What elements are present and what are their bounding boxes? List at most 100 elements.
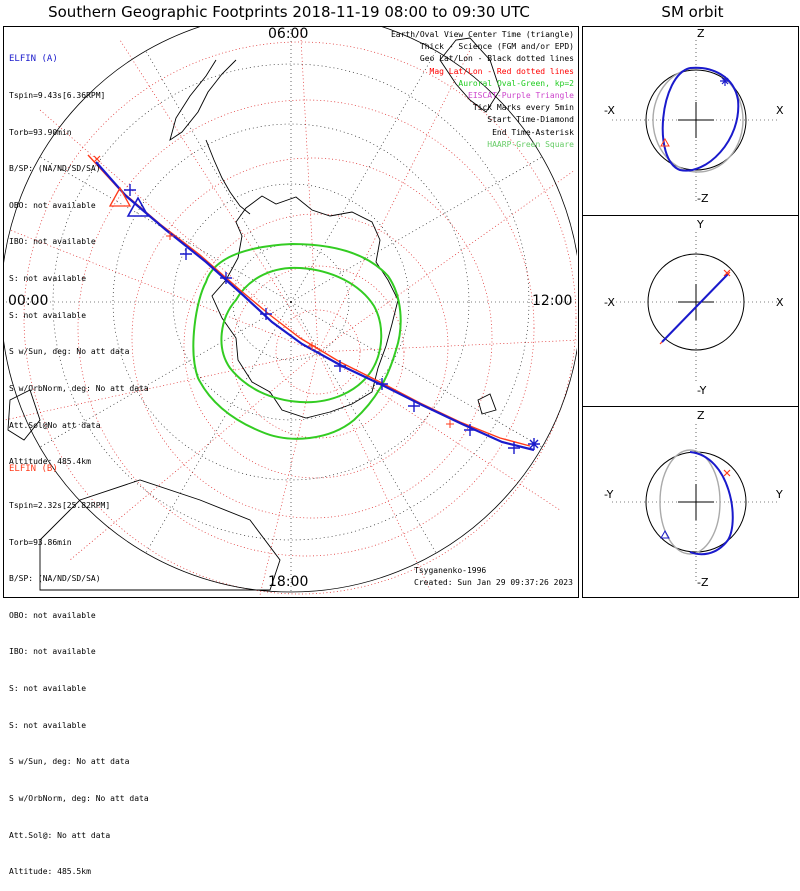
elfin-a-line: S w/OrbNorm, deg: No att data bbox=[9, 383, 149, 393]
elfin-b-line: Torb=93.86min bbox=[9, 537, 72, 547]
orbit-frame-2 bbox=[582, 215, 799, 407]
geo-meridian bbox=[145, 301, 292, 554]
antarctica-coast bbox=[211, 195, 399, 419]
tick-mark bbox=[180, 248, 192, 260]
orbit-start-triangle bbox=[660, 137, 670, 147]
elfin-b-line: OBO: not available bbox=[9, 610, 96, 620]
panel3-right: Y bbox=[776, 488, 783, 501]
tick-mark bbox=[308, 342, 316, 350]
mag-lat-circle bbox=[23, 41, 577, 595]
geo-lat-circle bbox=[172, 183, 410, 421]
panel3-bottom: -Z bbox=[697, 576, 709, 589]
geo-grid bbox=[4, 27, 577, 592]
orbit-frame-1 bbox=[582, 26, 799, 216]
horizon-circle bbox=[4, 27, 577, 593]
tick-mark bbox=[408, 400, 420, 412]
elfin-a-track bbox=[95, 161, 535, 452]
tick-mark bbox=[376, 378, 388, 390]
elfin-b-center-triangle bbox=[108, 186, 132, 207]
label-12: 12:00 bbox=[532, 293, 573, 309]
tick-mark bbox=[220, 272, 232, 284]
elfin-a-line: B/SP: (NA/ND/SD/SA) bbox=[9, 164, 101, 174]
elfin-a-line: IBO: not available bbox=[9, 237, 96, 247]
auroral-oval-inner bbox=[220, 266, 383, 404]
tick-mark bbox=[334, 360, 346, 372]
legend-item: Geo Lat/Lon - Black dotted lines bbox=[419, 54, 574, 64]
mag-meridian bbox=[69, 351, 319, 561]
panel1-left: -X bbox=[604, 104, 615, 117]
mag-lat-circle bbox=[275, 309, 361, 395]
panel2-bottom: -Y bbox=[697, 384, 707, 397]
elfin-a-ticks bbox=[124, 184, 520, 454]
panel2-right: X bbox=[776, 296, 784, 309]
elfin-a-line: S w/Sun, deg: No att data bbox=[9, 347, 130, 357]
map-frame bbox=[3, 26, 579, 598]
elfin-a-center-triangle bbox=[126, 196, 150, 217]
elfin-a-end-asterisk bbox=[528, 438, 540, 450]
mag-meridian bbox=[317, 49, 471, 353]
mag-meridian bbox=[4, 351, 319, 421]
geo-meridian bbox=[145, 50, 292, 303]
mag-meridian bbox=[300, 27, 319, 353]
orbit-a-path bbox=[689, 451, 734, 556]
elfin-b-line: Altitude: 485.5km bbox=[9, 867, 91, 877]
legend-item: HAARP-Green Square bbox=[487, 139, 574, 149]
geo-meridian bbox=[39, 301, 292, 448]
island-coast bbox=[477, 393, 497, 415]
legend-item: Mag Lat/Lon - Red dotted lines bbox=[429, 66, 575, 76]
plot-canvas bbox=[4, 27, 780, 596]
model-label: Tsyganenko-1996 bbox=[414, 566, 487, 575]
orbit-panel-xz-1 bbox=[612, 40, 780, 202]
orbit-end-asterisk bbox=[723, 269, 731, 277]
orbit-b-path bbox=[659, 449, 721, 555]
tick-mark bbox=[124, 184, 136, 196]
elfin-a-line: Att.Sol@No att data bbox=[9, 420, 101, 430]
panel1-right: X bbox=[776, 104, 784, 117]
panel3-top: Z bbox=[697, 409, 705, 422]
auroral-oval-outer bbox=[192, 242, 402, 440]
legend-item: Earth/Oval View Center Time (triangle) bbox=[390, 30, 574, 39]
australia-coast bbox=[39, 479, 281, 591]
legend-item: Start Time-Diamond bbox=[487, 115, 574, 125]
elfin-a-line: Torb=93.90min bbox=[9, 127, 72, 137]
legend-item: Thick - Science (FGM and/or EPD) bbox=[419, 42, 574, 52]
elfin-b-line: S: not available bbox=[9, 684, 87, 694]
elfin-a-line: Altitude: 485.4km bbox=[9, 457, 91, 467]
label-06: 06:00 bbox=[268, 26, 309, 42]
tick-mark bbox=[508, 442, 520, 454]
elfin-b-line: B/SP: (NA/ND/SD/SA) bbox=[9, 574, 101, 584]
elfin-b-line: S w/Sun, deg: No att data bbox=[9, 757, 130, 767]
label-18: 18:00 bbox=[268, 574, 309, 590]
panel3-left: -Y bbox=[604, 488, 614, 501]
orbit-panel-xy bbox=[612, 232, 780, 382]
south-america-coast bbox=[169, 59, 237, 142]
elfin-b-line: Att.Sol@: No att data bbox=[9, 830, 111, 840]
geo-meridian bbox=[290, 301, 437, 554]
panel1-bottom: -Z bbox=[697, 192, 709, 205]
elfin-a-line: OBO: not available bbox=[9, 200, 96, 210]
elfin-a-line: S: not available bbox=[9, 274, 87, 284]
orbit-a-path bbox=[661, 66, 740, 172]
geo-meridian bbox=[290, 156, 543, 303]
orbit-end-asterisk bbox=[720, 76, 730, 86]
mag-lat-circle bbox=[77, 99, 535, 557]
legend-item: EISCAT-Purple Triangle bbox=[468, 91, 574, 101]
mag-lat-circle bbox=[231, 265, 405, 439]
tick-mark bbox=[446, 420, 454, 428]
panel2-left: -X bbox=[604, 296, 615, 309]
legend: Earth/Oval View Center Time (triangle) Th… bbox=[391, 29, 574, 151]
elfin-b-info: ELFIN (B) Tspin=2.32s[25.82RPM] Torb=93.… bbox=[9, 439, 149, 891]
orbit-panel-yz bbox=[612, 424, 780, 584]
panel2-top: Y bbox=[697, 218, 704, 231]
elfin-b-start-marker bbox=[93, 155, 101, 163]
legend-item: End Time-Asterisk bbox=[492, 127, 574, 137]
orbit-title: SM orbit bbox=[661, 3, 724, 21]
geo-lat-circle bbox=[52, 63, 530, 541]
new-zealand-coast bbox=[7, 389, 41, 441]
elfin-b-line: IBO: not available bbox=[9, 647, 96, 657]
elfin-a-line: S: not available bbox=[9, 310, 87, 320]
elfin-a-info: ELFIN (A) Tspin=9.43s[6.36RPM] Torb=93.9… bbox=[9, 29, 149, 481]
geo-lat-circle bbox=[112, 123, 470, 481]
orbit-frame-3 bbox=[582, 406, 799, 598]
elfin-a-name: ELFIN (A) bbox=[9, 54, 58, 65]
